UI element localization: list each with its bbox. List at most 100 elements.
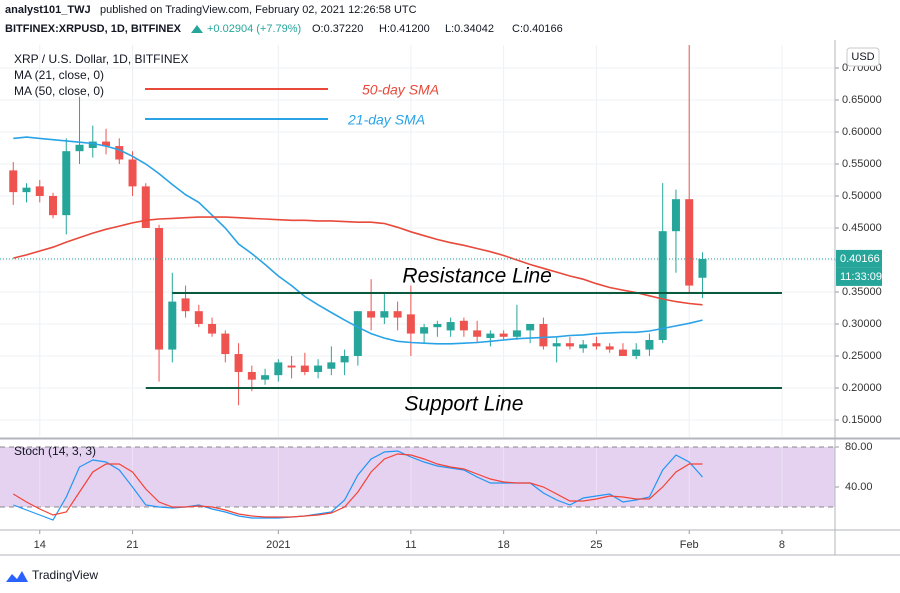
candle-body	[698, 258, 707, 278]
candle-body	[274, 362, 283, 376]
up-arrow	[191, 25, 203, 33]
candle-body	[168, 301, 177, 350]
candle-body	[340, 355, 349, 363]
candle-body	[247, 371, 256, 380]
candle-body	[261, 375, 270, 380]
price-label-box	[836, 249, 882, 268]
candle-body	[194, 311, 203, 324]
high: H:0.41200	[379, 23, 430, 35]
candle-body	[35, 186, 44, 196]
countdown: 11:33:09	[840, 271, 882, 283]
candle-body	[499, 333, 508, 337]
symbol: BITFINEX:XRPUSD, 1D, BITFINEX	[5, 23, 182, 35]
candle-body	[433, 323, 442, 328]
candle-body	[181, 298, 190, 312]
candle-body	[579, 344, 588, 349]
y-tick-label: 0.60000	[842, 126, 882, 138]
sma-label: 50-day SMA	[362, 82, 439, 98]
candle-body	[128, 159, 137, 187]
logo	[6, 571, 28, 582]
y-tick-label: 0.45000	[842, 222, 882, 234]
y-tick-label: 0.55000	[842, 158, 882, 170]
candle-body	[565, 343, 574, 347]
sma-label: 21-day SMA	[347, 112, 425, 128]
plot	[0, 440, 835, 530]
y-tick-label: 40.00	[845, 481, 873, 493]
y-tick-label: 0.50000	[842, 190, 882, 202]
candle-body	[287, 365, 296, 368]
candle-body	[9, 170, 18, 193]
y-tick-label: 80.00	[845, 441, 873, 453]
stoch-line	[13, 450, 703, 521]
candle-body	[459, 320, 468, 331]
published: published on TradingView.com, February 0…	[100, 4, 417, 16]
candle-body	[632, 349, 641, 356]
stoch-line	[12, 453, 703, 518]
candle-body	[420, 327, 429, 334]
legend-entry: MA (50, close, 0)	[14, 84, 104, 98]
candle-body	[141, 186, 150, 228]
candle-body	[406, 314, 415, 334]
candle-body	[221, 333, 230, 355]
candle-body	[658, 231, 667, 340]
x-tick-label: Feb	[680, 539, 699, 551]
low: L:0.34042	[445, 23, 494, 35]
annotation: Support Line	[404, 393, 523, 416]
candle-body	[314, 365, 323, 372]
currency: USD	[851, 51, 874, 63]
stoch-panel	[0, 440, 835, 530]
candle-body	[155, 227, 164, 350]
currency-button[interactable]	[846, 47, 880, 67]
close: C:0.40166	[512, 23, 563, 35]
ma-line	[13, 136, 703, 345]
candle-body	[353, 311, 362, 356]
candle-body	[473, 330, 482, 337]
y-tick-label: 0.15000	[842, 414, 882, 426]
x-tick-label: 14	[34, 539, 46, 551]
candle-body	[486, 333, 495, 339]
plot	[0, 45, 835, 437]
candle-body	[446, 322, 455, 331]
price-label: 0.40166	[840, 253, 880, 265]
x-tick-label: 2021	[266, 539, 290, 551]
main-panel: Resistance Line Support Line 21-day SMA 50-…	[0, 45, 835, 437]
candle-body	[62, 151, 71, 216]
candle-body	[367, 311, 376, 318]
candle-body	[49, 195, 58, 216]
candle-body	[208, 323, 217, 334]
candle-body	[671, 199, 680, 232]
candle-body	[592, 343, 601, 347]
candle-body	[526, 323, 535, 331]
candle-body	[393, 311, 402, 318]
x-tick-label: 11	[405, 539, 416, 551]
countdown-box	[836, 267, 882, 286]
author: analyst101_TWJ	[5, 4, 91, 16]
candle-body	[552, 343, 561, 347]
candle-body	[618, 349, 627, 356]
y-tick-label: 0.25000	[842, 350, 882, 362]
candle-body	[685, 199, 694, 286]
candle-body	[75, 144, 84, 152]
y-tick-label: 0.20000	[842, 382, 882, 394]
footer: TradingView	[32, 568, 98, 582]
y-tick-label: 0.30000	[842, 318, 882, 330]
x-tick-label: 25	[590, 539, 602, 551]
change: +0.02904 (+7.79%)	[207, 23, 301, 35]
candle-body	[234, 354, 243, 372]
candle-body	[102, 141, 111, 147]
y-tick-label: 0.65000	[842, 94, 882, 106]
candle-body	[300, 365, 309, 372]
x-tick-label: 8	[779, 539, 785, 551]
x-tick-label: 21	[126, 539, 138, 551]
candle-body	[539, 323, 548, 347]
candle-body	[645, 339, 654, 350]
candle-body	[115, 146, 124, 160]
candle-body	[605, 346, 614, 350]
open: O:0.37220	[312, 23, 363, 35]
candle-body	[380, 311, 389, 318]
legend-entry: MA (21, close, 0)	[14, 68, 104, 82]
axes: 0.150000.200000.250000.300000.350000.400…	[0, 40, 900, 556]
y-tick-label: 0.35000	[842, 286, 882, 298]
ma-line	[13, 216, 703, 306]
